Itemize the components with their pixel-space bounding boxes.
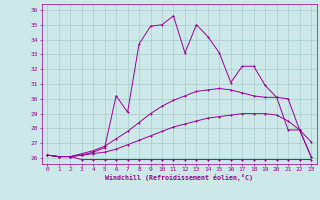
X-axis label: Windchill (Refroidissement éolien,°C): Windchill (Refroidissement éolien,°C) <box>105 174 253 181</box>
